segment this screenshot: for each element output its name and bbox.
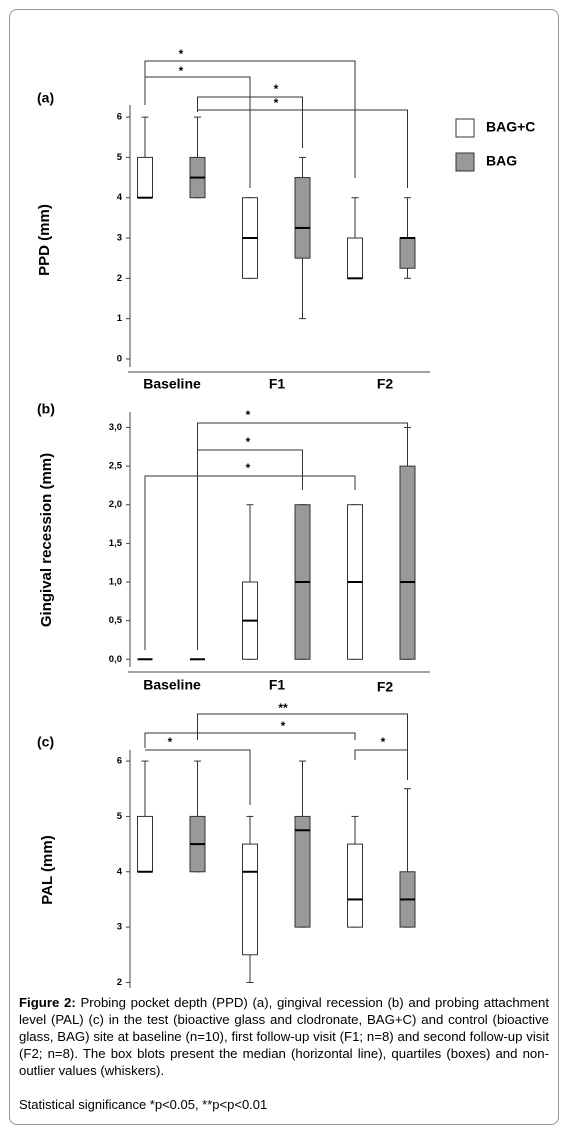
significance-star: * (274, 82, 279, 96)
significance-star: * (281, 719, 286, 733)
significance-star: * (381, 735, 386, 749)
y-tick-label: 2,5 (109, 461, 123, 472)
significance-star: * (179, 64, 184, 78)
significance-star: * (246, 461, 251, 475)
significance-note: Statistical significance *p<0.05, **p<p<… (19, 1097, 268, 1112)
significance-star: ** (278, 701, 288, 715)
y-tick-label: 3 (117, 922, 122, 933)
box (242, 843, 258, 956)
y-tick-label: 6 (117, 112, 122, 123)
y-tick-label: 1 (117, 313, 123, 324)
legend-label: BAG+C (486, 119, 535, 135)
significance-bracket (144, 732, 356, 748)
panel-label: (c) (37, 734, 54, 750)
significance-bracket (197, 109, 408, 188)
figure-frame (9, 9, 559, 1125)
y-tick-label: 2 (117, 977, 122, 988)
box (347, 843, 363, 928)
significance-bracket (144, 76, 251, 188)
x-tick-label: F2 (377, 376, 394, 392)
significance-star: * (274, 96, 279, 110)
significance-bracket (197, 449, 303, 650)
significance-bracket (197, 96, 303, 148)
significance-bracket (354, 749, 408, 780)
y-tick-label: 1,5 (109, 538, 123, 549)
legend-label: BAG (486, 153, 517, 169)
significance-star: * (246, 435, 251, 449)
y-axis-label: Gingival recession (mm) (38, 453, 55, 627)
x-tick-label: Baseline (143, 677, 201, 693)
caption: Figure 2: Probing pocket depth (PPD) (a)… (19, 994, 549, 1079)
significance-bracket (144, 475, 356, 650)
y-axis-label: PPD (mm) (36, 204, 53, 276)
box (347, 237, 363, 279)
y-tick-label: 2,0 (109, 499, 122, 510)
y-tick-label: 0,0 (109, 654, 122, 665)
y-tick-label: 0 (117, 353, 122, 364)
panel-label: (b) (37, 401, 55, 417)
box (294, 815, 311, 928)
legend-swatch (455, 152, 475, 172)
y-axis-label: PAL (mm) (39, 835, 56, 904)
y-tick-label: 4 (117, 866, 123, 877)
box (137, 815, 153, 873)
box (137, 156, 153, 199)
significance-star: * (246, 408, 251, 422)
y-tick-label: 2 (117, 273, 122, 284)
panel-label: (a) (37, 90, 54, 106)
significance-bracket (145, 749, 251, 805)
x-tick-label: Baseline (143, 376, 201, 392)
significance-star: * (179, 47, 184, 61)
significance-bracket (197, 713, 408, 750)
y-tick-label: 5 (117, 152, 123, 163)
y-tick-label: 3 (117, 233, 122, 244)
significance-star: * (168, 735, 173, 749)
y-tick-label: 3,0 (109, 422, 122, 433)
caption-text: Probing pocket depth (PPD) (a), gingival… (19, 995, 550, 1078)
y-tick-label: 1,0 (109, 577, 122, 588)
y-tick-label: 6 (117, 756, 122, 767)
y-tick-label: 5 (117, 811, 123, 822)
x-tick-label: F2 (377, 679, 394, 695)
box (399, 465, 416, 660)
x-tick-label: F1 (269, 376, 286, 392)
y-tick-label: 4 (117, 192, 123, 203)
box (294, 177, 311, 259)
legend-swatch (455, 118, 475, 138)
caption-label: Figure 2: (19, 995, 76, 1010)
box (399, 237, 416, 269)
x-tick-label: F1 (269, 677, 286, 693)
y-tick-label: 0,5 (109, 615, 123, 626)
